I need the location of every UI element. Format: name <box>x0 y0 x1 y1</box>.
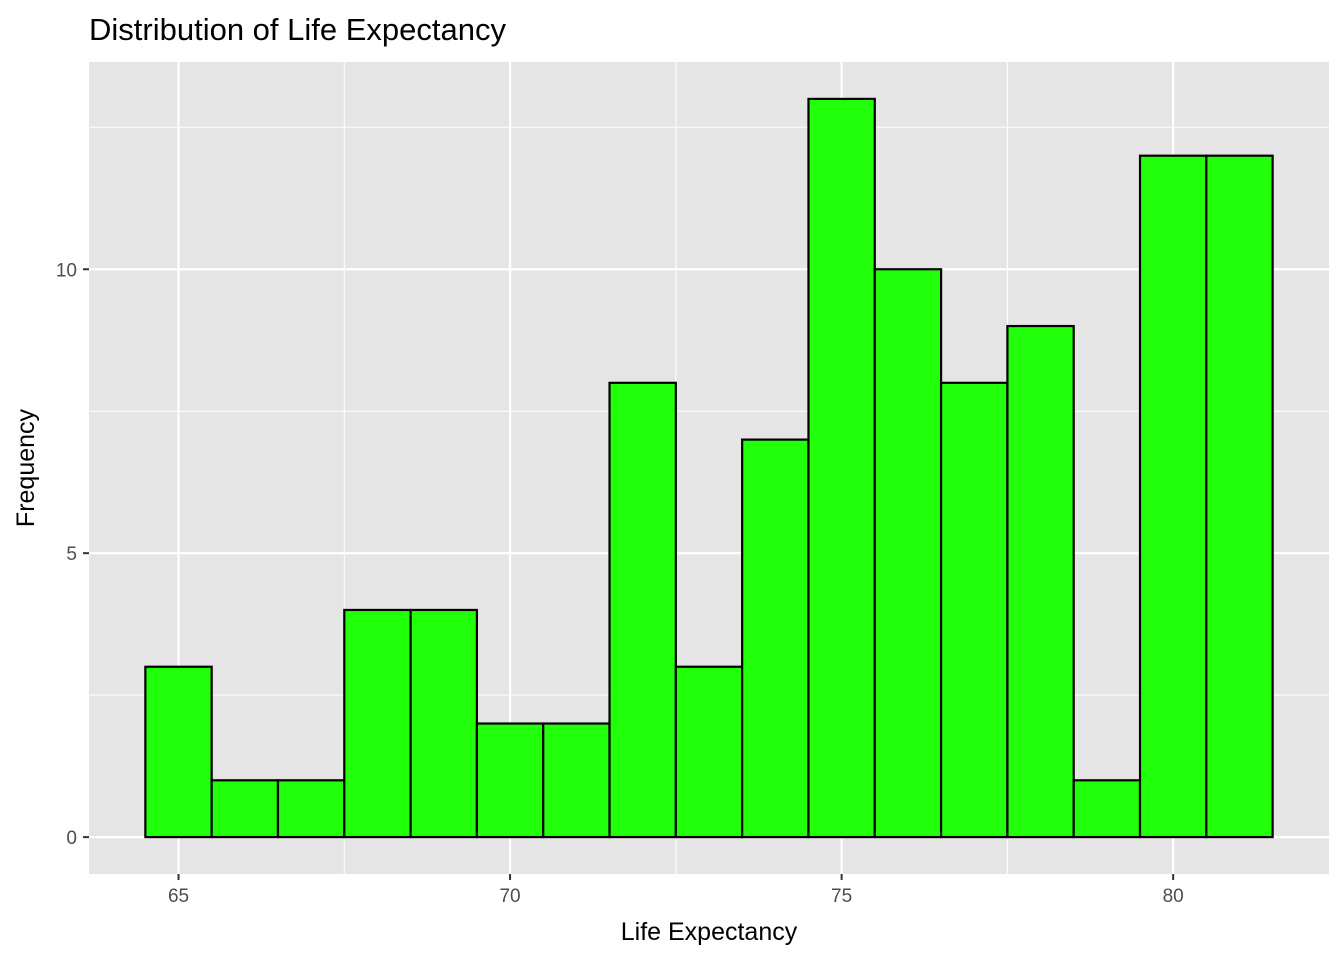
y-axis-title: Frequency <box>12 408 40 527</box>
histogram-bars <box>144 97 1274 839</box>
histogram-bar <box>542 722 611 839</box>
x-tick-label: 80 <box>1163 886 1184 907</box>
histogram-bar <box>873 268 943 839</box>
y-tick-label: 10 <box>56 260 77 281</box>
histogram-bar <box>144 665 213 839</box>
histogram-bar <box>608 381 677 839</box>
histogram-bar <box>939 381 1009 839</box>
y-tick-label: 5 <box>66 544 77 565</box>
x-tick-label: 70 <box>499 886 520 907</box>
histogram-bar <box>1205 154 1274 839</box>
histogram-bar <box>1138 154 1208 839</box>
histogram-bar <box>409 608 479 839</box>
histogram-bar <box>1072 779 1142 839</box>
chart-title: Distribution of Life Expectancy <box>89 12 506 47</box>
histogram-bar <box>741 438 810 839</box>
x-tick-label: 65 <box>168 886 189 907</box>
histogram-bar <box>276 779 346 839</box>
y-axis-ticks: 0 5 10 <box>56 260 89 849</box>
histogram-bar <box>674 665 744 839</box>
y-tick-label: 0 <box>66 828 77 849</box>
histogram-bar <box>1006 324 1075 839</box>
x-axis-title: Life Expectancy <box>621 918 798 946</box>
x-tick-label: 75 <box>831 886 852 907</box>
histogram-bar <box>807 97 876 839</box>
histogram-bar <box>475 722 545 839</box>
histogram-bar <box>210 779 280 839</box>
histogram-bar <box>343 608 412 839</box>
x-axis-ticks: 65 70 75 80 <box>168 874 1184 907</box>
